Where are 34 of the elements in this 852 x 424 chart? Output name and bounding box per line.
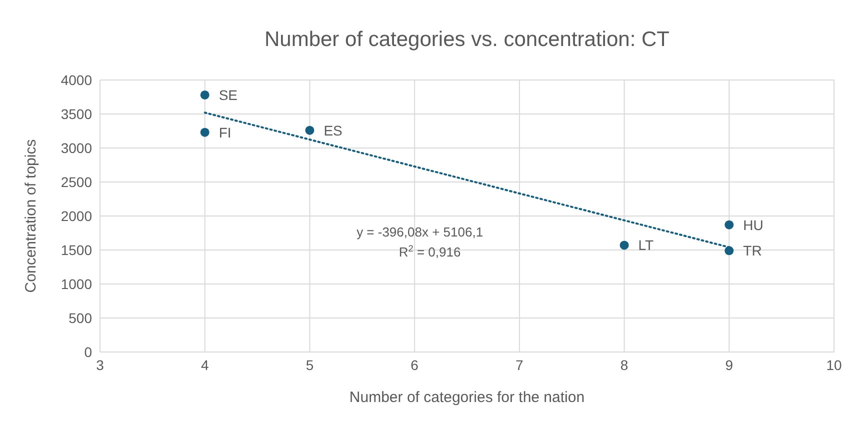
y-tick-label: 1000	[60, 276, 92, 292]
annotation: TR	[743, 242, 762, 259]
x-tick-label: 9	[725, 356, 734, 373]
x-tick-label: 5	[306, 356, 314, 373]
x-tick-label: 8	[620, 356, 628, 373]
y-tick-label: 2500	[60, 174, 92, 190]
y-tick-label: 3500	[60, 106, 92, 122]
y-tick-label: 3000	[60, 140, 92, 156]
y-tick-label: 0	[84, 344, 92, 360]
point	[724, 246, 734, 256]
annotation: y = -396,08x + 5106,1	[356, 224, 484, 240]
x-tick-label: 4	[200, 356, 209, 373]
y-tick-label: 4000	[60, 72, 92, 88]
point	[200, 90, 210, 100]
chart-title: Number of categories vs. concentration: CT	[264, 28, 670, 51]
annotation: HU	[743, 216, 764, 233]
annotation: SE	[218, 86, 238, 103]
x-tick-label: 7	[516, 356, 524, 373]
x-tick-label: 3	[96, 356, 104, 373]
point	[620, 240, 629, 250]
y-axis-title: Concentration of topics	[22, 139, 40, 293]
annotation: R$^{2}$ = 0,916	[398, 243, 461, 260]
x-axis-title: Number of categories for the nation	[349, 389, 585, 406]
point	[305, 126, 314, 135]
annotation: LT	[638, 237, 654, 254]
x-tick-label: 10	[826, 356, 842, 373]
point	[200, 128, 210, 137]
point	[724, 220, 734, 230]
x-tick-label: 6	[410, 356, 419, 373]
y-tick-label: 500	[68, 310, 92, 326]
annotation: FI	[218, 124, 232, 140]
annotation: ES	[324, 122, 342, 138]
y-tick-label: 2000	[60, 208, 92, 224]
y-tick-label: 1500	[60, 242, 92, 258]
